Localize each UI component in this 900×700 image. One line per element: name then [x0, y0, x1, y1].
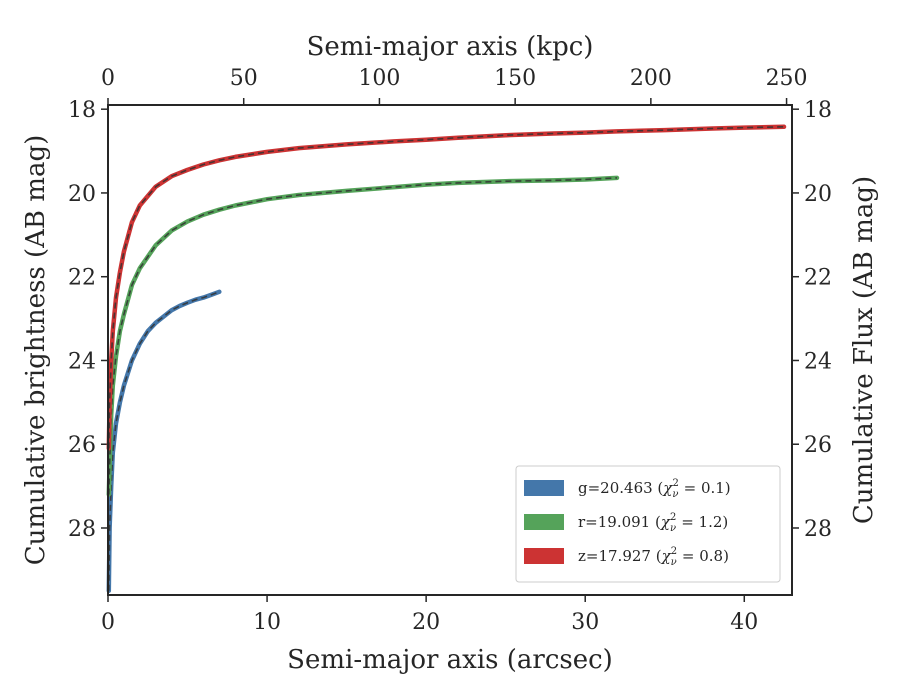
x-tick-label: 0	[101, 610, 115, 635]
right-y-tick-label: 24	[804, 349, 832, 374]
top-x-tick-label: 200	[630, 66, 672, 91]
right-y-tick-label: 28	[804, 517, 832, 542]
series-model-line-1	[108, 177, 618, 495]
left-y-axis-ticks: 18 20 22 24 26 28	[68, 98, 108, 542]
legend-box	[515, 465, 781, 583]
right-y-tick-label: 18	[804, 98, 832, 123]
y-tick-label: 28	[68, 517, 96, 542]
series-model-line-2	[108, 126, 785, 449]
x-tick-label: 30	[571, 610, 599, 635]
legend-label-0: g=20.463 (χν2 = 0.1)	[578, 478, 731, 500]
series-line-0	[106, 289, 222, 594]
top-x-tick-label: 150	[494, 66, 536, 91]
y-tick-label: 20	[68, 182, 96, 207]
y-tick-label: 26	[68, 433, 96, 458]
series-layer	[106, 124, 787, 594]
legend-swatch-0	[524, 480, 564, 496]
plot-frame	[107, 104, 793, 596]
series-line-2	[106, 124, 787, 451]
top-x-tick-label: 0	[101, 66, 115, 91]
right-y-tick-label: 22	[804, 266, 832, 291]
top-x-tick-label: 250	[766, 66, 808, 91]
legend: g=20.463 (χν2 = 0.1) r=19.091 (χν2 = 1.2)…	[515, 465, 781, 583]
y-axis-label: Cumulative brightness (AB mag)	[21, 135, 51, 566]
top-x-tick-label: 50	[230, 66, 258, 91]
x-tick-label: 20	[412, 610, 440, 635]
y-tick-label: 22	[68, 266, 96, 291]
legend-swatch-2	[524, 548, 564, 564]
legend-label-2: z=17.927 (χν2 = 0.8)	[578, 546, 729, 568]
right-y-axis-ticks: 18 20 22 24 26 28	[792, 98, 832, 542]
x-tick-label: 10	[253, 610, 281, 635]
right-y-tick-label: 26	[804, 433, 832, 458]
x-axis-label: Semi-major axis (arcsec)	[287, 645, 613, 675]
top-x-axis-label: Semi-major axis (kpc)	[307, 32, 594, 62]
right-y-tick-label: 20	[804, 182, 832, 207]
right-y-axis-label: Cumulative Flux (AB mag)	[849, 176, 879, 524]
bottom-x-axis-ticks: 0 10 20 30 40	[101, 595, 758, 635]
y-tick-label: 18	[68, 98, 96, 123]
legend-swatch-1	[524, 514, 564, 530]
top-x-tick-label: 100	[358, 66, 400, 91]
top-x-axis-ticks: 0 50 100 150 200 250	[101, 66, 808, 105]
series-line-1	[106, 175, 620, 497]
x-tick-label: 40	[730, 610, 758, 635]
y-tick-label: 24	[68, 349, 96, 374]
series-model-line-0	[108, 291, 220, 591]
legend-label-1: r=19.091 (χν2 = 1.2)	[578, 512, 728, 534]
